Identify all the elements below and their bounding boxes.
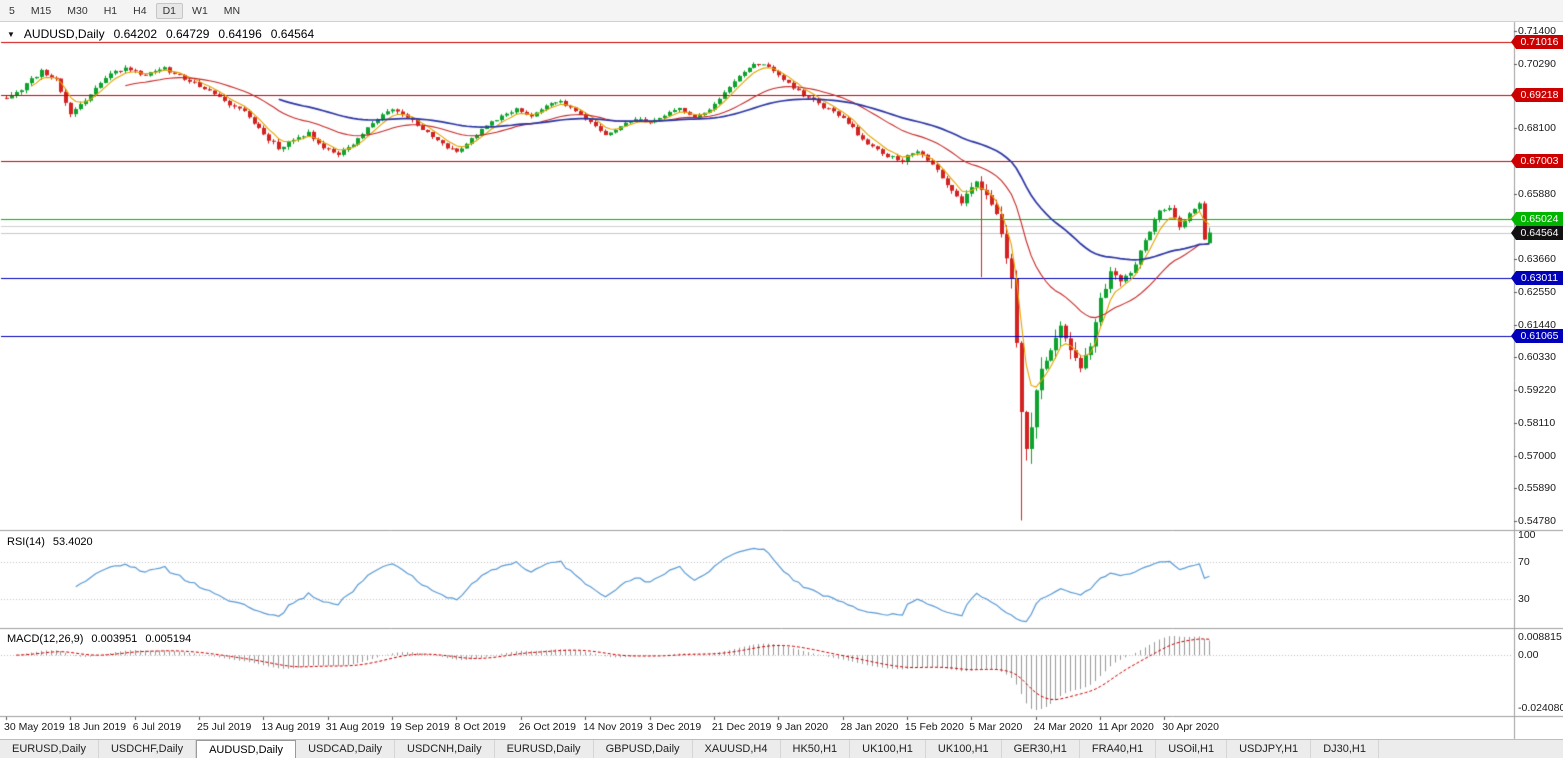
date-axis-label: 31 Aug 2019 bbox=[325, 721, 385, 733]
date-axis-label: 30 Apr 2020 bbox=[1162, 721, 1219, 733]
date-axis-label: 5 Mar 2020 bbox=[969, 721, 1023, 733]
date-axis-label: 3 Dec 2019 bbox=[647, 721, 702, 733]
price-axis-tick-label: 0.71400 bbox=[1518, 24, 1556, 37]
chart-dropdown-icon[interactable]: ▼ bbox=[7, 29, 15, 39]
timeframe-button-m15[interactable]: M15 bbox=[30, 4, 52, 17]
tab-1-usdchf-daily[interactable]: USDCHF,Daily bbox=[99, 740, 197, 758]
tab-4-usdcnh-daily[interactable]: USDCNH,Daily bbox=[395, 740, 495, 758]
timeframe-button-h1[interactable]: H1 bbox=[103, 4, 118, 17]
chart-tabbar: EURUSD,Daily USDCHF,Daily AUDUSD,Daily USDC… bbox=[0, 739, 1563, 758]
date-axis-label: 24 Mar 2020 bbox=[1033, 721, 1093, 733]
timeframe-button-w1[interactable]: W1 bbox=[192, 4, 208, 17]
timeframe-button-m30[interactable]: M30 bbox=[67, 4, 88, 17]
price-line-badge: 0.63011 bbox=[1511, 271, 1563, 286]
date-axis-label: 26 Oct 2019 bbox=[518, 721, 577, 733]
date-axis-label: 25 Jul 2019 bbox=[197, 721, 252, 733]
price-line-badge: 0.71016 bbox=[1511, 35, 1563, 50]
tab-8-hk50-h1[interactable]: HK50,H1 bbox=[781, 740, 851, 758]
ohlc-high: 0.64729 bbox=[166, 27, 210, 41]
rsi-title: RSI(14) bbox=[7, 536, 45, 548]
price-axis-tick-label: 0.58110 bbox=[1518, 416, 1556, 429]
chart-symbol-label: AUDUSD,Daily bbox=[23, 27, 105, 41]
timeframe-toolbar: 5 M15 M30 H1 H4 D1 W1 MN bbox=[0, 0, 1563, 22]
timeframe-button-h4[interactable]: H4 bbox=[133, 4, 147, 17]
price-axis-tick-label: 0.63660 bbox=[1518, 253, 1556, 266]
date-axis-label: 6 Jul 2019 bbox=[132, 721, 182, 733]
chart-title: ▼ AUDUSD,Daily 0.64202 0.64729 0.64196 0… bbox=[7, 27, 314, 41]
macd-header: MACD(12,26,9) 0.003951 0.005194 bbox=[7, 633, 191, 645]
tab-6-gbpusd-daily[interactable]: GBPUSD,Daily bbox=[594, 740, 693, 758]
rsi-axis-label: 70 bbox=[1518, 556, 1530, 569]
tab-7-xauusd-h4[interactable]: XAUUSD,H4 bbox=[693, 740, 781, 758]
tab-2-audusd-daily[interactable]: AUDUSD,Daily bbox=[196, 740, 297, 758]
price-axis-tick-label: 0.59220 bbox=[1518, 384, 1556, 397]
price-axis-tick-label: 0.70290 bbox=[1518, 57, 1556, 70]
rsi-value: 53.4020 bbox=[52, 536, 93, 548]
date-axis-label: 28 Jan 2020 bbox=[840, 721, 899, 733]
date-axis-label: 11 Apr 2020 bbox=[1097, 721, 1154, 733]
price-axis-tick-label: 0.65880 bbox=[1518, 187, 1556, 200]
date-axis-label: 21 Dec 2019 bbox=[711, 721, 772, 733]
tab-10-uk100-h1[interactable]: UK100,H1 bbox=[926, 740, 1002, 758]
rsi-axis-label: 30 bbox=[1518, 592, 1530, 605]
timeframe-button-m5[interactable]: 5 bbox=[9, 4, 15, 17]
macd-axis-min-label: -0.024080 bbox=[1518, 702, 1563, 715]
macd-axis-max-label: 0.008815 bbox=[1518, 630, 1562, 643]
tab-0-eurusd-daily[interactable]: EURUSD,Daily bbox=[0, 740, 99, 758]
price-axis-tick-label: 0.54780 bbox=[1518, 515, 1556, 527]
tab-3-usdcad-daily[interactable]: USDCAD,Daily bbox=[296, 740, 396, 758]
macd-signal-value: 0.005194 bbox=[145, 633, 192, 645]
macd-value: 0.003951 bbox=[91, 633, 138, 645]
date-axis-label: 9 Jan 2020 bbox=[776, 721, 829, 733]
price-axis-tick-label: 0.55890 bbox=[1518, 482, 1556, 495]
price-axis-tick-label: 0.57000 bbox=[1518, 449, 1556, 462]
tab-14-usdjpy-h1[interactable]: USDJPY,H1 bbox=[1227, 740, 1312, 758]
date-axis-label: 13 Aug 2019 bbox=[261, 721, 321, 733]
price-line-badge: 0.67003 bbox=[1511, 153, 1563, 168]
price-axis-tick-label: 0.60330 bbox=[1518, 351, 1556, 364]
date-axis-label: 14 Nov 2019 bbox=[583, 721, 643, 733]
tab-12-fra40-h1[interactable]: FRA40,H1 bbox=[1080, 740, 1157, 758]
rsi-header: RSI(14) 53.4020 bbox=[7, 536, 93, 548]
ohlc-close: 0.64564 bbox=[270, 27, 315, 41]
tab-15-dj30-h1[interactable]: DJ30,H1 bbox=[1311, 740, 1379, 758]
ohlc-low: 0.64196 bbox=[218, 27, 262, 41]
date-axis-label: 18 Jun 2019 bbox=[68, 721, 127, 733]
price-line-badge: 0.69218 bbox=[1511, 88, 1563, 103]
ohlc-open: 0.64202 bbox=[113, 27, 157, 41]
date-axis-label: 8 Oct 2019 bbox=[454, 721, 506, 733]
tab-5-eurusd-daily[interactable]: EURUSD,Daily bbox=[495, 740, 594, 758]
price-axis-tick-label: 0.61440 bbox=[1518, 318, 1556, 331]
current-price-badge: 0.64564 bbox=[1511, 225, 1563, 240]
price-axis-tick-label: 0.68100 bbox=[1518, 122, 1556, 135]
timeframe-button-d1[interactable]: D1 bbox=[155, 2, 184, 19]
tab-13-usoil-h1[interactable]: USOil,H1 bbox=[1156, 740, 1228, 758]
tab-9-uk100-h1[interactable]: UK100,H1 bbox=[850, 740, 926, 758]
price-axis-tick-label: 0.62550 bbox=[1518, 285, 1556, 298]
tab-11-ger30-h1[interactable]: GER30,H1 bbox=[1002, 740, 1080, 758]
price-line-badge: 0.61065 bbox=[1511, 328, 1563, 343]
price-line-badge: 0.65024 bbox=[1511, 211, 1563, 226]
rsi-axis-label: 100 bbox=[1518, 529, 1536, 541]
date-axis-label: 30 May 2019 bbox=[4, 721, 65, 733]
macd-title: MACD(12,26,9) bbox=[7, 633, 84, 645]
date-axis-label: 15 Feb 2020 bbox=[904, 721, 964, 733]
timeframe-button-mn[interactable]: MN bbox=[223, 4, 241, 17]
date-axis-label: 19 Sep 2019 bbox=[390, 721, 450, 733]
macd-axis-zero-label: 0.00 bbox=[1518, 649, 1539, 662]
